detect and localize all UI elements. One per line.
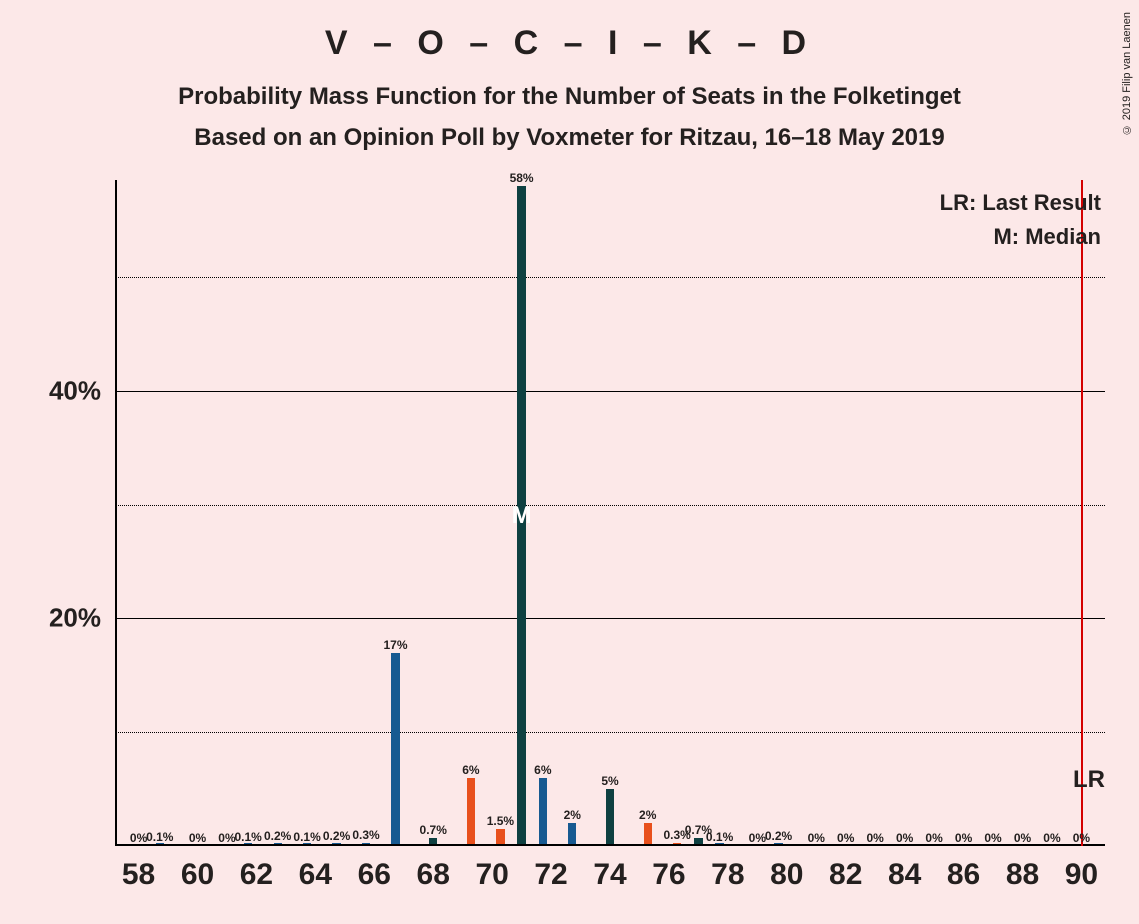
bar-value-label: 0.1% [706, 830, 733, 844]
chart-title: V – O – C – I – K – D [0, 0, 1139, 63]
bar [694, 838, 702, 844]
gridline-major [115, 618, 1105, 619]
bar-value-label: 58% [510, 171, 534, 185]
x-tick-label: 86 [947, 858, 980, 892]
bar-value-label: 0% [955, 831, 972, 845]
x-tick-label: 58 [122, 858, 155, 892]
bar-value-label: 0.2% [264, 829, 291, 843]
bar-value-label: 0% [130, 831, 147, 845]
last-result-line [1081, 180, 1083, 846]
gridline-minor [115, 732, 1105, 733]
bar-value-label: 0% [1014, 831, 1031, 845]
bar-value-label: 0% [837, 831, 854, 845]
gridline-minor [115, 277, 1105, 278]
bar [644, 823, 652, 844]
x-tick-label: 78 [711, 858, 744, 892]
bar [673, 843, 681, 844]
bar-value-label: 1.5% [487, 814, 514, 828]
y-tick-label: 40% [49, 375, 101, 406]
bar [274, 843, 282, 844]
chart-plot-area: 20%40%5860626466687072747678808284868890… [115, 186, 1105, 846]
bar-value-label: 0% [925, 831, 942, 845]
bar-value-label: 2% [564, 808, 581, 822]
x-tick-label: 88 [1006, 858, 1039, 892]
bar-value-label: 0% [189, 831, 206, 845]
bar-value-label: 0.1% [293, 830, 320, 844]
bar-value-label: 6% [462, 763, 479, 777]
y-axis-line [115, 180, 117, 846]
x-tick-label: 64 [299, 858, 332, 892]
bar [568, 823, 576, 844]
bar-value-label: 5% [601, 774, 618, 788]
bar-value-label: 0% [808, 831, 825, 845]
bar-value-label: 0% [984, 831, 1001, 845]
bar-value-label: 0.2% [765, 829, 792, 843]
bar-value-label: 0.1% [234, 830, 261, 844]
bar-value-label: 0.2% [323, 829, 350, 843]
bar-value-label: 0.3% [352, 828, 379, 842]
bar [332, 843, 340, 844]
bar [606, 789, 614, 844]
bar [539, 778, 547, 844]
bar-value-label: 0% [896, 831, 913, 845]
x-tick-label: 68 [417, 858, 450, 892]
subtitle-line-1: Probability Mass Function for the Number… [0, 77, 1139, 118]
legend-m: M: Median [993, 224, 1101, 250]
bar-value-label: 0% [867, 831, 884, 845]
bar [467, 778, 475, 844]
x-tick-label: 72 [534, 858, 567, 892]
median-label: M [512, 502, 532, 530]
bar [496, 829, 504, 844]
bar [429, 838, 437, 844]
x-tick-label: 80 [770, 858, 803, 892]
chart-subtitle: Probability Mass Function for the Number… [0, 77, 1139, 159]
bar-value-label: 0% [749, 831, 766, 845]
x-tick-label: 62 [240, 858, 273, 892]
bar-value-label: 17% [383, 638, 407, 652]
bar-value-label: 0% [1043, 831, 1060, 845]
x-tick-label: 60 [181, 858, 214, 892]
bar [362, 843, 370, 844]
last-result-label: LR [1073, 766, 1105, 794]
y-tick-label: 20% [49, 603, 101, 634]
gridline-minor [115, 505, 1105, 506]
bar [774, 843, 782, 844]
bar-value-label: 2% [639, 808, 656, 822]
subtitle-line-2: Based on an Opinion Poll by Voxmeter for… [0, 118, 1139, 159]
bar-value-label: 6% [534, 763, 551, 777]
bar-value-label: 0% [218, 831, 235, 845]
x-tick-label: 90 [1065, 858, 1098, 892]
x-tick-label: 76 [652, 858, 685, 892]
bar-value-label: 0% [1073, 831, 1090, 845]
x-tick-label: 70 [475, 858, 508, 892]
bar-value-label: 0.7% [420, 823, 447, 837]
bar [391, 653, 399, 844]
x-tick-label: 74 [593, 858, 626, 892]
copyright-text: © 2019 Filip van Laenen [1121, 12, 1133, 135]
x-tick-label: 84 [888, 858, 921, 892]
bar-value-label: 0.1% [146, 830, 173, 844]
x-tick-label: 82 [829, 858, 862, 892]
legend-lr: LR: Last Result [940, 190, 1101, 216]
x-tick-label: 66 [358, 858, 391, 892]
gridline-major [115, 391, 1105, 392]
